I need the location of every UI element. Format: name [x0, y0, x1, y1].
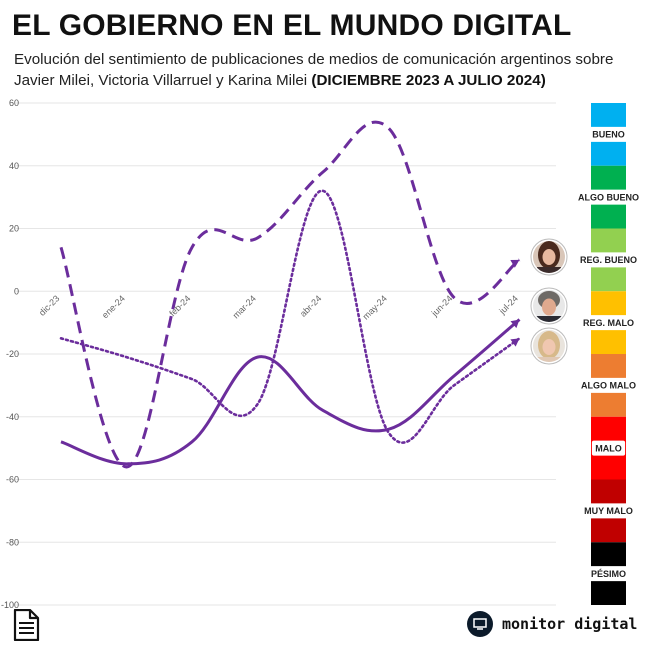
- scale-label-bg: [573, 252, 644, 268]
- y-tick-label: -100: [1, 600, 19, 610]
- scale-label: ALGO BUENO: [578, 192, 639, 202]
- scale-label: ALGO MALO: [581, 381, 636, 391]
- series-lines: [59, 120, 521, 469]
- y-tick-label: 20: [9, 224, 19, 234]
- y-tick-label: 0: [14, 286, 19, 296]
- series-line-dotted: [59, 189, 521, 444]
- x-tick-label: mar-24: [231, 293, 258, 320]
- y-tick-label: 60: [9, 98, 19, 108]
- subtitle-text: Evolución del sentimiento de publicacion…: [14, 51, 614, 89]
- y-axis: 60 40 20 0 -20 -40 -60 -80 -100: [1, 98, 19, 610]
- scale-label-bg: [576, 377, 641, 393]
- chart-title: EL GOBIERNO EN EL MUNDO DIGITAL: [12, 9, 572, 42]
- x-axis: dic-23 ene-24 feb-24 mar-24 abr-24 may-24 jun-…: [37, 293, 520, 321]
- chart-subtitle: Evolución del sentimiento de publicacion…: [14, 49, 639, 91]
- x-tick-label: abr-24: [298, 293, 323, 318]
- sentiment-scale: BUENO ALGO BUENO REG. BUENO REG. MALO ALGO M…: [573, 103, 644, 605]
- avatars: [530, 238, 568, 365]
- x-tick-label: jul-24: [497, 293, 520, 316]
- scale-label-bg: [588, 126, 629, 142]
- scale-label-bg: [585, 566, 632, 582]
- scale-label-bg: [573, 189, 644, 205]
- y-tick-label: -80: [6, 537, 19, 547]
- y-tick-label: -40: [6, 412, 19, 422]
- x-tick-label: ene-24: [100, 293, 127, 320]
- monitor-icon: [467, 611, 493, 637]
- x-tick-label: feb-24: [167, 293, 192, 318]
- y-tick-label: -60: [6, 475, 19, 485]
- avatar-woman-dark-hair: [530, 238, 568, 276]
- series-line-solid: [60, 318, 521, 466]
- scale-label-bg: [591, 440, 626, 456]
- series-arrow: [510, 259, 520, 268]
- scale-label: REG. BUENO: [580, 255, 637, 265]
- scale-label: MALO: [595, 443, 622, 453]
- scale-label: BUENO: [592, 130, 625, 140]
- series-line-dashed: [59, 120, 521, 469]
- y-tick-label: -20: [6, 349, 19, 359]
- x-tick-label: dic-23: [37, 293, 61, 317]
- series-arrow: [510, 319, 520, 329]
- subtitle-date-range: (DICIEMBRE 2023 A JULIO 2024): [311, 72, 546, 89]
- scale-label: REG. MALO: [583, 318, 634, 328]
- avatar-woman-blonde-hair: [530, 327, 568, 365]
- brand-logo: monitor digital: [467, 611, 637, 637]
- scale-label: MUY MALO: [584, 506, 633, 516]
- scale-label-bg: [579, 503, 638, 519]
- scale-label-bg: [576, 315, 641, 331]
- grid: [16, 102, 556, 606]
- y-tick-label: 40: [9, 161, 19, 171]
- document-icon: [13, 609, 40, 641]
- x-tick-label: jun-24: [429, 293, 454, 318]
- x-tick-label: may-24: [361, 293, 389, 321]
- avatar-man-gray-hair: [530, 287, 568, 325]
- brand-name: monitor digital: [502, 615, 638, 633]
- scale-label: PÉSIMO: [591, 569, 626, 579]
- series-arrow: [510, 338, 520, 347]
